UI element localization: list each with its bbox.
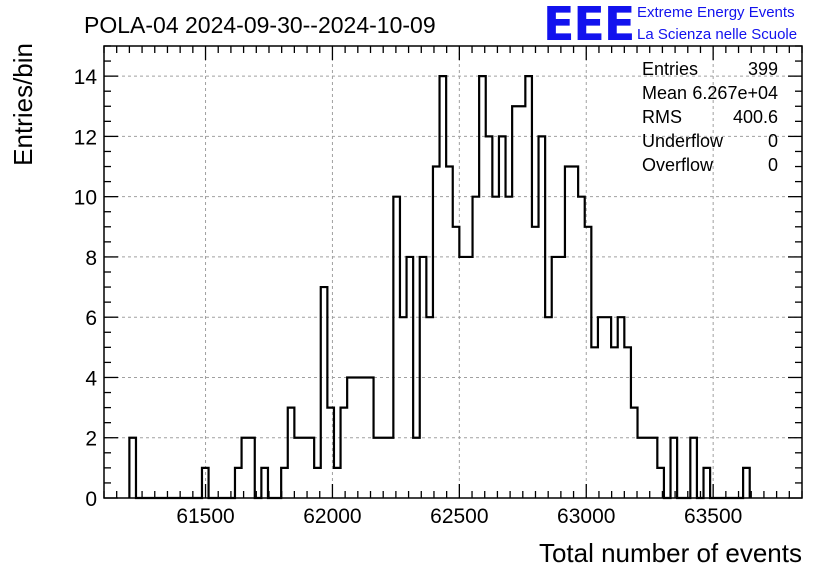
histogram-bin <box>704 468 711 498</box>
histogram-bin <box>638 438 645 498</box>
histogram-bin <box>129 438 136 498</box>
histogram-bin <box>321 287 328 498</box>
eee-logo-mark: EEE <box>543 0 634 51</box>
histogram-bin <box>644 438 651 498</box>
histogram-bin <box>578 197 585 498</box>
histogram-bin <box>347 377 354 498</box>
histogram-bin <box>532 227 539 498</box>
y-tick-label: 14 <box>74 66 98 89</box>
histogram-bin <box>360 377 367 498</box>
eee-logo-line1: Extreme Energy Events <box>637 4 795 21</box>
histogram-bin <box>459 257 466 498</box>
stats-label: RMS <box>642 107 682 127</box>
eee-logo: EEE Extreme Energy Events La Scienza nel… <box>543 0 797 51</box>
y-axis-title: Entries/bin <box>8 43 38 166</box>
stats-label: Overflow <box>642 155 714 175</box>
histogram-bin <box>380 438 387 498</box>
histogram-bin <box>420 257 427 498</box>
stats-box: Entries 399 Mean 6.267e+04 RMS 400.6 Underflow… <box>642 59 778 175</box>
histogram-bin <box>743 468 750 498</box>
histogram-bin <box>334 468 341 498</box>
histogram-bin <box>466 257 473 498</box>
histogram-bin <box>651 438 658 498</box>
histogram-bin <box>611 347 618 498</box>
histogram-bin <box>446 167 453 498</box>
histogram-bin <box>572 167 579 498</box>
histogram-bin <box>499 136 506 498</box>
histogram-bin <box>407 257 414 498</box>
stats-label: Underflow <box>642 131 724 151</box>
histogram-bin <box>552 257 559 498</box>
histogram-bin <box>591 347 598 498</box>
histogram-bin <box>492 197 499 498</box>
histogram-bin <box>261 468 268 498</box>
y-tick-label: 6 <box>85 307 97 330</box>
histogram-bin <box>479 76 486 498</box>
eee-logo-line2: La Scienza nelle Scuole <box>637 26 797 43</box>
histogram-bin <box>248 438 255 498</box>
histogram-bin <box>301 438 308 498</box>
histogram-bin <box>400 317 407 498</box>
histogram-bin <box>512 106 519 498</box>
histogram-bin <box>506 197 513 498</box>
histogram-bin <box>545 317 552 498</box>
stats-label: Entries <box>642 59 698 79</box>
stats-value: 0 <box>768 155 778 175</box>
histogram-bin <box>433 167 440 498</box>
histogram-bin <box>308 438 315 498</box>
histogram-bin <box>387 438 394 498</box>
stats-label: Mean <box>642 83 687 103</box>
histogram-bin <box>525 76 532 498</box>
x-axis-title: Total number of events <box>539 538 802 568</box>
x-axis: 61500 62000 62500 63000 63500 <box>103 46 803 528</box>
histogram-bin <box>453 227 460 498</box>
histogram-bin <box>519 106 526 498</box>
histogram-bin <box>288 408 295 498</box>
y-tick-label: 4 <box>85 367 97 390</box>
y-axis: 0 2 4 6 8 10 12 14 <box>74 45 802 511</box>
x-tick-label: 63500 <box>684 505 742 528</box>
histogram-bin <box>341 408 348 498</box>
histogram-bin <box>585 227 592 498</box>
histogram-bin <box>235 468 242 498</box>
y-tick-label: 8 <box>85 247 97 270</box>
histogram-bin <box>354 377 361 498</box>
histogram-bin <box>671 438 678 498</box>
histogram-bin <box>558 257 565 498</box>
histogram-bin <box>565 167 572 498</box>
y-tick-label: 0 <box>85 488 97 511</box>
histogram-bin <box>374 438 381 498</box>
chart-title: POLA-04 2024-09-30--2024-10-09 <box>84 12 436 38</box>
histogram-bin <box>367 377 374 498</box>
y-tick-label: 10 <box>74 187 97 210</box>
x-tick-label: 63000 <box>557 505 615 528</box>
histogram-bin <box>631 408 638 498</box>
histogram-bin <box>690 438 697 498</box>
x-tick-label: 61500 <box>176 505 234 528</box>
stats-value: 400.6 <box>733 107 778 127</box>
histogram-bin <box>486 136 493 498</box>
x-tick-label: 62500 <box>430 505 488 528</box>
histogram-bin <box>426 317 433 498</box>
histogram-bin <box>294 438 301 498</box>
histogram-bin <box>473 197 480 498</box>
histogram-bin <box>393 197 400 498</box>
histogram-bin <box>539 136 546 498</box>
x-tick-label: 62000 <box>303 505 361 528</box>
stats-value: 6.267e+04 <box>692 83 778 103</box>
histogram-bin <box>598 317 605 498</box>
histogram-bin <box>242 438 249 498</box>
histogram-bin <box>605 317 612 498</box>
stats-value: 0 <box>768 131 778 151</box>
histogram-bin <box>440 76 447 498</box>
y-tick-label: 12 <box>74 126 97 149</box>
histogram-bin <box>413 438 420 498</box>
histogram-bin <box>618 317 625 498</box>
stats-value: 399 <box>748 59 778 79</box>
histogram-bin <box>624 347 631 498</box>
y-tick-label: 2 <box>85 428 97 451</box>
